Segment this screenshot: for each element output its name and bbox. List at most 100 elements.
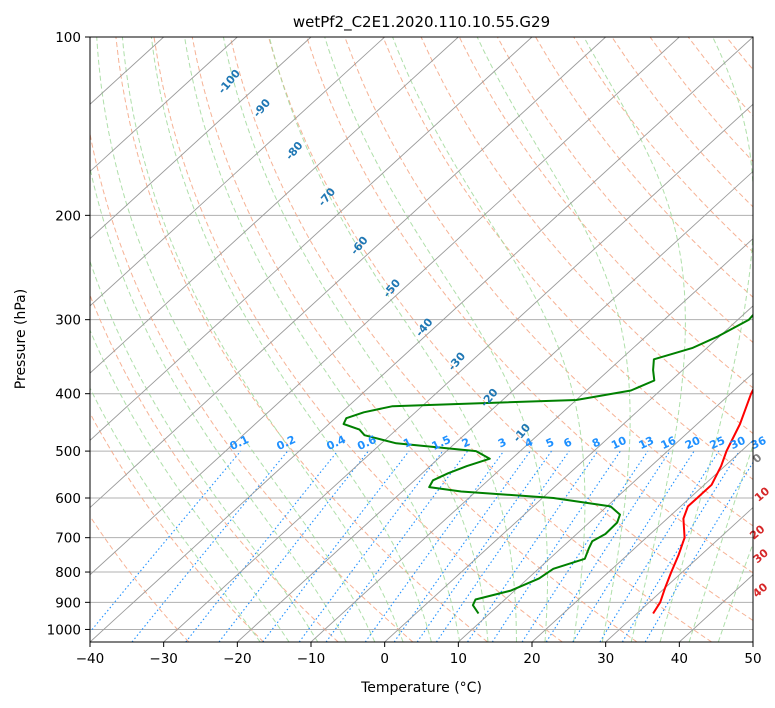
dry-adiabat-label: -100 — [215, 67, 243, 97]
chart-title: wetPf2_C2E1.2020.110.10.55.G29 — [293, 13, 550, 32]
dry-adiabat-label: -70 — [315, 185, 338, 209]
x-tick-label: −20 — [223, 651, 252, 667]
dry-adiabat — [382, 37, 753, 481]
mixing-ratio-label: 30 — [728, 434, 748, 452]
y-axis-ticks: 100 200 300 400 500 600 700 800 900 1000 — [47, 30, 90, 638]
mixing-ratio-line — [131, 450, 289, 642]
mixing-ratio-label: 0.6 — [355, 433, 378, 453]
x-tick-label: 30 — [597, 651, 614, 667]
mixing-ratio-label: 0.4 — [325, 433, 348, 453]
moist-adiabat — [150, 37, 432, 642]
dry-adiabat-label: -40 — [413, 315, 436, 339]
dry-adiabat-label: -30 — [445, 349, 468, 373]
y-tick-label: 600 — [55, 491, 81, 507]
x-tick-label: 20 — [523, 651, 540, 667]
mixing-ratio-label: 2 — [460, 435, 472, 450]
mixing-ratio-label: 1 — [401, 435, 413, 450]
isotherm-line — [90, 37, 385, 307]
mixing-ratio-line — [262, 450, 410, 642]
mixing-ratio-label: 1.5 — [430, 433, 453, 453]
mixing-ratio-line — [599, 450, 720, 642]
moist-adiabat — [659, 37, 753, 642]
mixing-ratio-line — [364, 450, 505, 642]
isotherm-line — [237, 170, 753, 642]
x-tick-label: 0 — [380, 651, 389, 667]
mixing-ratio-line — [545, 450, 671, 642]
y-tick-label: 100 — [55, 30, 81, 46]
mixing-ratio-label: 36 — [749, 434, 769, 452]
mixing-ratio-line — [467, 450, 599, 642]
mixing-ratio-label: 10 — [609, 434, 629, 452]
x-tick-label: 50 — [744, 651, 761, 667]
mixing-ratio-label: 13 — [637, 434, 656, 452]
x-tick-label: −10 — [297, 651, 326, 667]
mixing-ratio-label: 16 — [659, 434, 679, 452]
moist-adiabat — [476, 37, 631, 642]
moist-adiabat-label: 10 — [752, 484, 772, 504]
mixing-ratio-line — [416, 450, 552, 642]
y-tick-label: 800 — [55, 565, 81, 581]
dry-adiabat — [496, 37, 753, 344]
moist-adiabat — [90, 165, 347, 642]
dry-adiabat — [535, 37, 753, 298]
moist-adiabat — [184, 37, 461, 642]
y-tick-label: 400 — [55, 387, 81, 403]
y-tick-label: 1000 — [47, 622, 81, 638]
y-tick-label: 900 — [55, 595, 81, 611]
y-tick-label: 500 — [55, 444, 81, 460]
dry-adiabat — [90, 131, 414, 642]
moist-adiabat-label: 30 — [751, 546, 771, 566]
dry-adiabat — [191, 37, 638, 642]
dry-adiabat-label: -20 — [478, 386, 501, 410]
y-tick-label: 200 — [55, 208, 81, 224]
moist-adiabat — [90, 328, 290, 642]
isotherm-line — [384, 305, 753, 642]
y-tick-label: 300 — [55, 313, 81, 329]
mixing-ratio-line — [491, 450, 621, 642]
moist-adiabat — [392, 37, 586, 642]
mixing-ratio-line — [325, 450, 468, 642]
moist-adiabat — [90, 259, 319, 642]
dry-adiabat-label: -90 — [250, 96, 273, 120]
dry-adiabat — [229, 37, 712, 642]
isotherm-line — [90, 37, 606, 509]
isotherm-line — [605, 506, 753, 642]
moist-adiabat — [222, 37, 489, 642]
y-tick-label: 700 — [55, 531, 81, 547]
moist-adiabat-label: 20 — [747, 522, 767, 542]
mixing-ratio-line — [90, 450, 242, 633]
mixing-ratio-line — [298, 450, 444, 642]
mixing-ratio-label: 6 — [561, 435, 574, 450]
pressure-gridlines — [90, 37, 753, 630]
mixing-ratio-label: 3 — [496, 435, 508, 450]
moist-adiabat — [121, 37, 404, 642]
isotherm-line — [531, 439, 753, 642]
isotherm-line — [90, 37, 312, 240]
dry-adiabat — [420, 37, 753, 435]
mixing-ratio-line — [521, 450, 649, 642]
plot-frame — [89, 36, 754, 643]
x-axis-label: Temperature (°C) — [360, 680, 482, 696]
moist-adiabat — [90, 387, 261, 642]
x-tick-label: −30 — [149, 651, 178, 667]
dry-adiabat — [90, 412, 264, 642]
isotherm-line — [90, 37, 533, 441]
mixing-ratio-line — [218, 450, 369, 642]
sounding-traces — [342, 313, 753, 615]
x-tick-label: 40 — [671, 651, 688, 667]
dry-adiabat-labels: -100-90-80-70-60-50-40-30-20-10 — [215, 67, 533, 445]
moist-adiabats — [90, 37, 753, 642]
mixing-ratio-line — [435, 450, 570, 642]
skewed-isotherms — [90, 37, 753, 642]
temperature-profile — [652, 387, 753, 615]
isotherm-line — [163, 103, 753, 642]
mixing-ratio-line — [572, 450, 695, 642]
mixing-ratio-line — [185, 450, 339, 642]
isotherm-line — [90, 37, 459, 374]
dry-adiabat — [153, 37, 563, 642]
mixing-ratio-label: 0.1 — [228, 433, 251, 453]
dry-adiabat — [268, 37, 753, 622]
x-axis-ticks: −40 −30 −20 −10 0 10 20 30 40 50 — [76, 642, 762, 667]
x-tick-label: 10 — [450, 651, 467, 667]
